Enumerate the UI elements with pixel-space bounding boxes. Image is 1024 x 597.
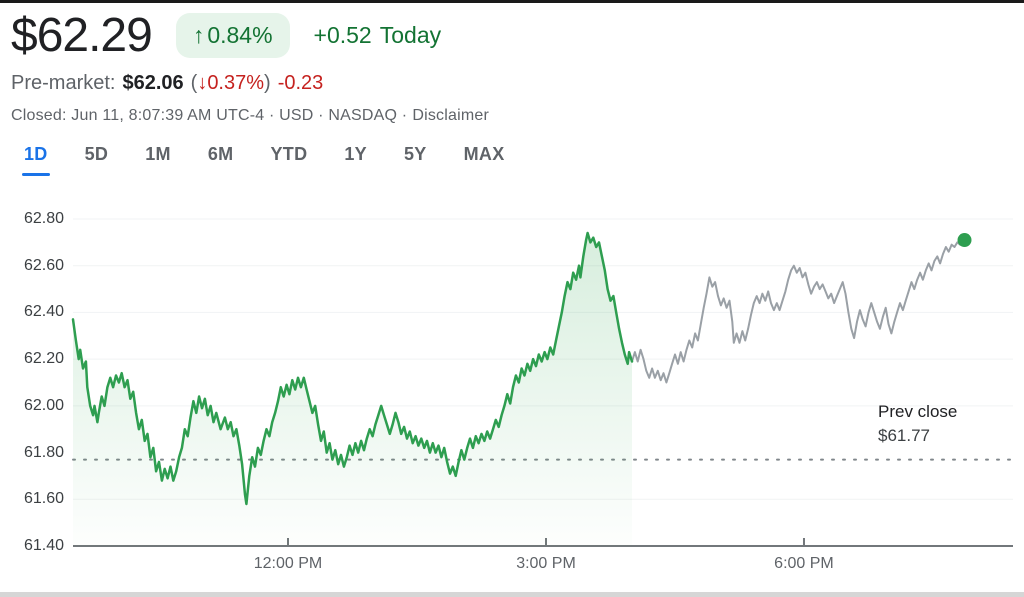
change-amount: +0.52 Today — [314, 22, 442, 49]
premarket-row: Pre-market: $62.06 (↓0.37%) -0.23 — [11, 72, 489, 95]
up-arrow-icon: ↑ — [192, 22, 205, 48]
change-period: Today — [379, 22, 442, 48]
open-paren: ( — [190, 72, 198, 94]
prev-close-label: Prev close — [878, 402, 958, 421]
premarket-price: $62.06 — [122, 72, 184, 94]
after-hours-line — [631, 239, 966, 384]
premarket-percent: 0.37% — [207, 72, 265, 94]
quote-header: $62.29 ↑ 0.84% +0.52 Today Pre-market: $… — [11, 8, 489, 125]
tab-max[interactable]: MAX — [464, 144, 505, 176]
disclaimer-link[interactable]: Disclaimer — [412, 107, 489, 124]
bottom-edge-divider — [0, 592, 1024, 597]
prev-close-annotation: Prev close $61.77 — [878, 400, 957, 448]
tab-6m[interactable]: 6M — [208, 144, 234, 176]
down-arrow-icon: ↓ — [197, 72, 208, 94]
tab-5y[interactable]: 5Y — [404, 144, 427, 176]
premarket-label: Pre-market: — [11, 72, 116, 94]
tab-1d[interactable]: 1D — [22, 144, 50, 176]
tab-1m[interactable]: 1M — [145, 144, 171, 176]
market-hours-area-fill — [73, 233, 632, 546]
last-price-dot — [957, 233, 972, 248]
change-value: +0.52 — [313, 22, 372, 48]
market-status-text: Closed: Jun 11, 8:07:39 AM UTC-4 · USD ·… — [11, 107, 408, 124]
market-hours-line — [71, 231, 634, 506]
tab-1y[interactable]: 1Y — [344, 144, 367, 176]
change-percent: 0.84% — [207, 22, 273, 48]
time-range-tabs: 1D 5D 1M 6M YTD 1Y 5Y MAX — [22, 144, 505, 176]
current-price: $62.29 — [11, 9, 153, 62]
price-row: $62.29 ↑ 0.84% +0.52 Today — [11, 8, 489, 63]
prev-close-value: $61.77 — [878, 426, 930, 445]
market-status-row: Closed: Jun 11, 8:07:39 AM UTC-4 · USD ·… — [11, 107, 489, 125]
change-percent-badge: ↑ 0.84% — [175, 13, 290, 58]
tab-ytd[interactable]: YTD — [270, 144, 307, 176]
tab-5d[interactable]: 5D — [85, 144, 109, 176]
premarket-change: -0.23 — [277, 72, 324, 94]
top-edge-divider — [0, 0, 1024, 3]
premarket-change-group: (↓0.37%) — [191, 72, 271, 95]
close-paren: ) — [264, 72, 271, 94]
